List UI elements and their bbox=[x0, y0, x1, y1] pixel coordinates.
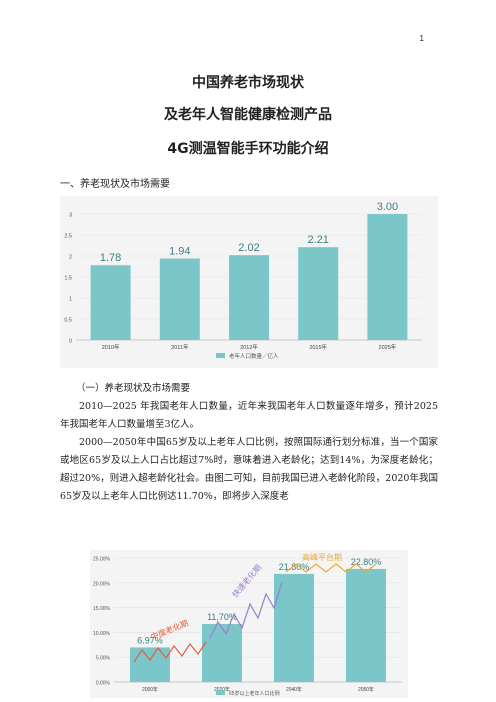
bar bbox=[202, 623, 242, 682]
x-tick-label: 2010年 bbox=[102, 343, 120, 351]
bar bbox=[130, 647, 170, 682]
elderly-population-svg: 0 0.5 1 1.5 2 2.5 3 1.78 2010年 1.94 2011年 2.02 2012年… bbox=[64, 201, 422, 360]
y-tick-label: 0 bbox=[69, 339, 72, 345]
zigzag-line-1 bbox=[133, 641, 207, 663]
y-tick-label: 2 bbox=[69, 255, 72, 261]
paragraph-2: 2000—2050年中国65岁及以上老年人口比例，按照国际通行划分标准，当一个国… bbox=[60, 437, 438, 502]
bar-value-label: 22.80% bbox=[351, 557, 382, 567]
bar-value-label: 11.70% bbox=[207, 612, 237, 622]
doc-title-line-1: 中国养老市场现状 bbox=[192, 75, 304, 91]
doc-title-line-3: 4G测温智能手环功能介绍 bbox=[167, 141, 329, 157]
bar-value-label: 3.00 bbox=[377, 201, 398, 213]
bar bbox=[274, 573, 314, 682]
bar bbox=[367, 214, 408, 340]
subsection-heading: （一）养老现状及市场需要 bbox=[76, 383, 191, 394]
bar-value-label: 6.97% bbox=[137, 635, 163, 645]
elderly-ratio-chart: 0.00% 5.00% 10.00% 15.00% 20.00% 25.00% 6.97% 2… bbox=[90, 550, 408, 698]
y-tick-label: 20.00% bbox=[93, 581, 111, 587]
bar bbox=[298, 247, 339, 340]
y-tick-label: 1 bbox=[69, 297, 72, 303]
bar-value-label: 21.80% bbox=[279, 562, 310, 572]
x-tick-label: 2025年 bbox=[379, 343, 397, 351]
page-number: 1 bbox=[419, 34, 424, 43]
y-tick-label: 0.5 bbox=[64, 318, 72, 324]
x-tick-label: 2000年 bbox=[142, 686, 158, 693]
bar-value-label: 1.94 bbox=[169, 246, 190, 258]
x-tick-label: 2020年 bbox=[214, 686, 230, 693]
elderly-ratio-svg: 0.00% 5.00% 10.00% 15.00% 20.00% 25.00% 6.97% 2… bbox=[93, 552, 402, 697]
bar bbox=[90, 265, 131, 340]
zigzag-line-2 bbox=[209, 581, 283, 639]
elderly-population-chart: 0 0.5 1 1.5 2 2.5 3 1.78 2010年 1.94 2011年 2.02 2012年… bbox=[60, 196, 438, 368]
zigzag-line-3 bbox=[285, 563, 377, 573]
y-tick-label: 3 bbox=[69, 213, 72, 219]
section-heading: 一、养老现状及市场需要 bbox=[60, 179, 170, 190]
bar-value-label: 1.78 bbox=[100, 252, 121, 264]
x-tick-label: 2011年 bbox=[171, 343, 189, 351]
annotation-label: 高峰平台期 bbox=[302, 552, 342, 562]
paragraph-1: 2010—2025 年我国老年人口数量，近年来我国老年人口数量逐年增多，预计20… bbox=[60, 401, 438, 430]
bar bbox=[159, 258, 200, 340]
y-tick-label: 10.00% bbox=[93, 631, 111, 637]
y-tick-label: 0.00% bbox=[96, 681, 111, 687]
x-tick-label: 2012年 bbox=[240, 343, 258, 351]
y-tick-label: 1.5 bbox=[64, 276, 72, 282]
x-tick-label: 2050年 bbox=[358, 686, 374, 693]
legend-swatch bbox=[216, 690, 225, 695]
x-tick-label: 2040年 bbox=[286, 686, 302, 693]
doc-title-line-2: 及老年人智能健康检测产品 bbox=[164, 107, 332, 123]
y-tick-label: 5.00% bbox=[96, 656, 111, 662]
y-tick-label: 15.00% bbox=[93, 606, 111, 612]
legend-label: 65岁以上老年人口比例 bbox=[229, 690, 280, 697]
x-tick-label: 2015年 bbox=[309, 343, 327, 351]
bar bbox=[346, 568, 386, 682]
annotation-label: 中度老化期 bbox=[149, 618, 190, 642]
y-tick-label: 25.00% bbox=[93, 557, 111, 563]
bar-value-label: 2.21 bbox=[307, 234, 328, 246]
y-tick-label: 2.5 bbox=[64, 234, 72, 240]
bar-value-label: 2.02 bbox=[238, 242, 259, 254]
legend-swatch bbox=[216, 353, 225, 358]
annotation-label: 快速老化期 bbox=[230, 562, 263, 599]
bar bbox=[229, 255, 269, 340]
legend-label: 老年人口数量／亿人 bbox=[229, 352, 279, 360]
